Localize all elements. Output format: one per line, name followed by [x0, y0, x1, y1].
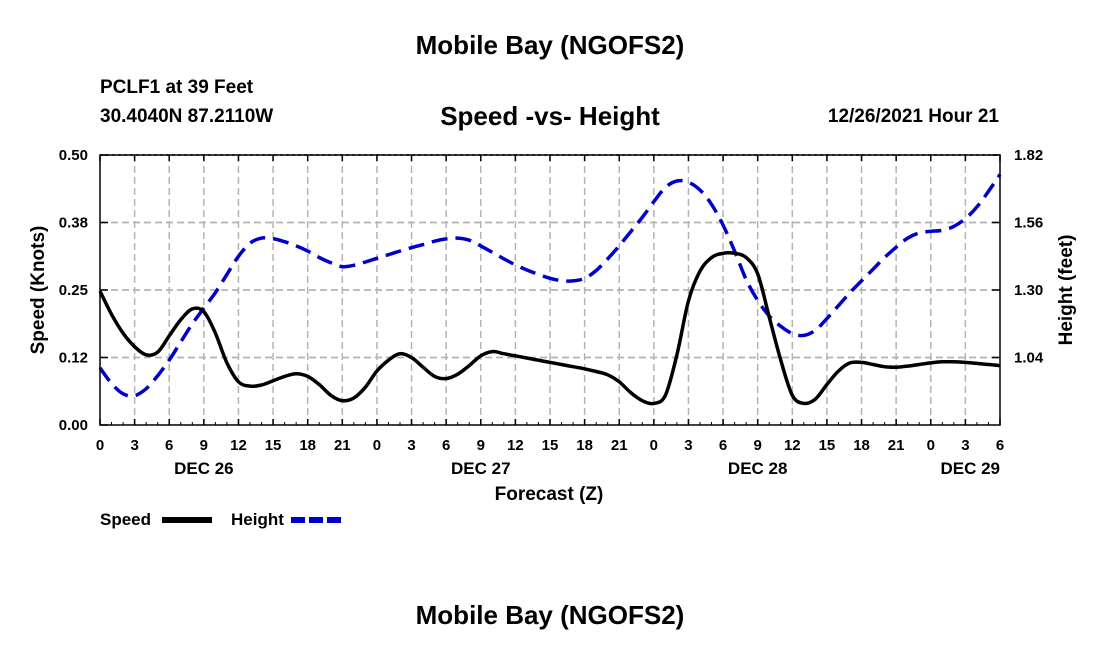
page-title-repeat: Mobile Bay (NGOFS2) — [415, 600, 685, 630]
x-tick-label: 9 — [754, 437, 762, 454]
forecast-timestamp: 12/26/2021 Hour 21 — [827, 106, 999, 127]
x-tick-label: 18 — [576, 437, 593, 454]
x-tick-label: 21 — [334, 437, 351, 454]
y-tick-label: 0.25 — [59, 282, 88, 299]
y-axis-label: Speed (Knots) — [28, 226, 49, 355]
y-tick-label: 0.38 — [59, 215, 88, 232]
x-tick-label: 3 — [130, 437, 138, 454]
y-tick-label: 0.00 — [59, 417, 88, 434]
x-tick-label: 15 — [542, 437, 559, 454]
x-tick-label: 3 — [684, 437, 692, 454]
x-tick-label: 18 — [299, 437, 316, 454]
x-tick-label: 0 — [650, 437, 658, 454]
x-tick-label: 3 — [407, 437, 415, 454]
date-label: DEC 27 — [451, 459, 511, 478]
y-tick-label: 0.12 — [59, 350, 88, 367]
y2-tick-label: 1.30 — [1014, 282, 1043, 299]
y2-tick-label: 1.56 — [1014, 215, 1043, 232]
y-tick-label: 0.50 — [59, 147, 88, 164]
x-tick-label: 12 — [230, 437, 247, 454]
x-tick-label: 9 — [200, 437, 208, 454]
x-tick-label: 21 — [888, 437, 905, 454]
date-label: DEC 26 — [174, 459, 234, 478]
x-tick-label: 12 — [784, 437, 801, 454]
x-tick-label: 9 — [477, 437, 485, 454]
station-coordinates: 30.4040N 87.2110W — [100, 106, 274, 127]
chart-title: Speed -vs- Height — [440, 101, 660, 131]
page-title: Mobile Bay (NGOFS2) — [415, 30, 685, 60]
x-tick-label: 0 — [927, 437, 935, 454]
x-tick-label: 12 — [507, 437, 524, 454]
date-label: DEC 28 — [728, 459, 788, 478]
x-tick-label: 3 — [961, 437, 969, 454]
x-axis-label: Forecast (Z) — [495, 484, 604, 505]
date-label: DEC 29 — [940, 459, 1000, 478]
x-tick-label: 6 — [996, 437, 1004, 454]
station-label: PCLF1 at 39 Feet — [100, 77, 254, 98]
y2-tick-label: 1.82 — [1014, 147, 1043, 164]
legend-speed-label: Speed — [100, 510, 151, 529]
height-series-line — [98, 173, 1002, 398]
x-tick-label: 6 — [719, 437, 727, 454]
x-tick-label: 21 — [611, 437, 628, 454]
x-tick-label: 6 — [442, 437, 450, 454]
speed-series-line — [98, 251, 1001, 406]
x-tick-label: 0 — [96, 437, 104, 454]
x-tick-label: 15 — [819, 437, 836, 454]
x-tick-label: 6 — [165, 437, 173, 454]
x-tick-label: 18 — [853, 437, 870, 454]
x-tick-label: 0 — [373, 437, 381, 454]
legend-height-label: Height — [231, 510, 284, 529]
y2-tick-label: 1.04 — [1014, 350, 1044, 367]
y2-axis-label: Height (feet) — [1056, 235, 1077, 346]
legend: Speed Height — [100, 510, 343, 529]
x-tick-label: 15 — [265, 437, 282, 454]
plot-frame — [99, 154, 1001, 426]
